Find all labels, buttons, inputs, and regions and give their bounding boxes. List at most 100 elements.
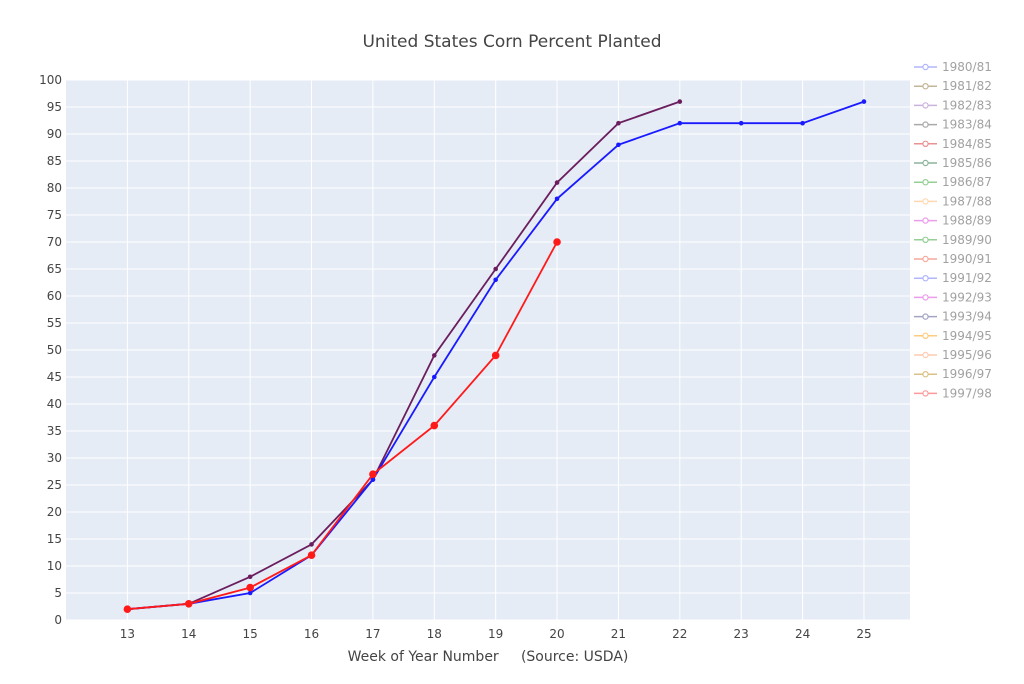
y-tick-label: 50 <box>47 343 62 357</box>
data-point <box>677 99 683 104</box>
x-tick-label: 25 <box>856 627 871 641</box>
data-point <box>554 180 560 185</box>
y-tick-label: 0 <box>54 613 62 627</box>
legend-label: 1981/82 <box>942 79 992 93</box>
x-tick-label: 18 <box>427 627 442 641</box>
legend-item[interactable]: 1984/85 <box>914 137 992 151</box>
y-tick-label: 10 <box>47 559 62 573</box>
legend-item[interactable]: 1985/86 <box>914 156 992 170</box>
legend-item[interactable]: 1983/84 <box>914 118 992 132</box>
x-tick-label: 23 <box>734 627 749 641</box>
data-point <box>309 542 314 547</box>
data-point <box>677 120 683 126</box>
y-tick-label: 65 <box>47 262 62 276</box>
legend-item[interactable]: 1986/87 <box>914 175 992 189</box>
x-tick-label: 13 <box>120 627 135 641</box>
y-tick-label: 25 <box>47 478 62 492</box>
x-tick-label: 21 <box>611 627 626 641</box>
x-axis-ticks: 13 14 15 16 17 18 19 20 21 22 23 24 25 <box>120 627 872 641</box>
data-point <box>493 277 498 283</box>
legend-item[interactable]: 1987/88 <box>914 194 992 208</box>
legend-marker-swatch <box>922 217 929 224</box>
legend-item[interactable]: 1995/96 <box>914 348 992 362</box>
data-point <box>861 99 867 104</box>
x-tick-label: 22 <box>672 627 687 641</box>
data-point <box>553 238 561 246</box>
legend-marker-swatch <box>922 332 929 339</box>
legend-label: 1982/83 <box>942 98 992 112</box>
legend-marker-swatch <box>922 121 929 128</box>
legend-label: 1996/97 <box>942 367 992 381</box>
series-line <box>127 100 681 611</box>
data-point <box>738 120 744 126</box>
legend-marker-swatch <box>922 313 929 320</box>
legend-marker-swatch <box>922 390 929 397</box>
y-tick-label: 60 <box>47 289 62 303</box>
y-tick-label: 55 <box>47 316 62 330</box>
data-point <box>554 196 560 202</box>
x-tick-label: 20 <box>549 627 564 641</box>
data-point <box>493 266 498 272</box>
legend-marker-swatch <box>922 371 929 378</box>
grid <box>66 79 910 621</box>
legend-item[interactable]: 1994/95 <box>914 329 992 343</box>
data-point <box>800 120 805 126</box>
legend-item[interactable]: 1980/81 <box>914 60 992 74</box>
y-tick-label: 30 <box>47 451 62 465</box>
legend-marker-swatch <box>922 159 929 167</box>
data-point <box>247 574 253 580</box>
x-axis-label: Week of Year Number (Source: USDA) <box>348 649 629 665</box>
legend-label: 1986/87 <box>942 175 992 189</box>
series-line-group <box>123 238 561 613</box>
legend-label: 1994/95 <box>942 329 992 343</box>
legend-item[interactable]: 1992/93 <box>914 290 992 304</box>
y-tick-label: 90 <box>47 127 62 141</box>
legend-item[interactable]: 1993/94 <box>914 310 992 324</box>
legend-item[interactable]: 1990/91 <box>914 252 992 266</box>
x-tick-label: 19 <box>488 627 503 641</box>
data-point <box>430 421 439 430</box>
y-tick-label: 100 <box>39 73 62 87</box>
legend-label: 1991/92 <box>942 271 992 285</box>
y-tick-label: 80 <box>47 181 62 195</box>
legend-label: 1983/84 <box>942 118 992 132</box>
legend-label: 1987/88 <box>942 194 992 208</box>
legend-item[interactable]: 1997/98 <box>914 386 992 400</box>
data-point <box>616 142 621 148</box>
legend-item[interactable]: 1991/92 <box>914 271 992 285</box>
data-point <box>246 583 254 592</box>
y-tick-label: 85 <box>47 154 62 168</box>
y-tick-label: 35 <box>47 424 62 438</box>
y-tick-label: 5 <box>54 586 62 600</box>
legend[interactable]: 1980/81 1981/82 1982/83 1983/84 1984/85 1985/… <box>914 60 992 400</box>
y-tick-label: 95 <box>47 100 62 114</box>
legend-item[interactable]: 1989/90 <box>914 233 992 247</box>
series-line <box>127 241 558 611</box>
legend-item[interactable]: 1982/83 <box>914 98 992 112</box>
data-point <box>247 590 253 596</box>
legend-label: 1997/98 <box>942 386 992 400</box>
x-tick-label: 14 <box>181 627 196 641</box>
x-tick-label: 24 <box>795 627 810 641</box>
legend-item[interactable]: 1996/97 <box>914 367 992 381</box>
chart-title: United States Corn Percent Planted <box>362 32 661 52</box>
x-tick-label: 16 <box>304 627 319 641</box>
legend-label: 1990/91 <box>942 252 992 266</box>
data-point <box>370 477 376 482</box>
data-point <box>184 600 193 608</box>
y-tick-label: 45 <box>47 370 62 384</box>
legend-label: 1992/93 <box>942 290 992 304</box>
data-point <box>123 605 132 613</box>
y-tick-label: 20 <box>47 505 62 519</box>
data-point <box>307 551 316 559</box>
legend-label: 1995/96 <box>942 348 992 362</box>
legend-item[interactable]: 1988/89 <box>914 214 992 228</box>
legend-label: 1988/89 <box>942 214 992 228</box>
legend-label: 1984/85 <box>942 137 992 151</box>
x-tick-label: 17 <box>365 627 380 641</box>
y-tick-label: 75 <box>47 208 62 222</box>
legend-item[interactable]: 1981/82 <box>914 79 992 93</box>
legend-marker-swatch <box>922 102 929 109</box>
y-tick-label: 15 <box>47 532 62 546</box>
